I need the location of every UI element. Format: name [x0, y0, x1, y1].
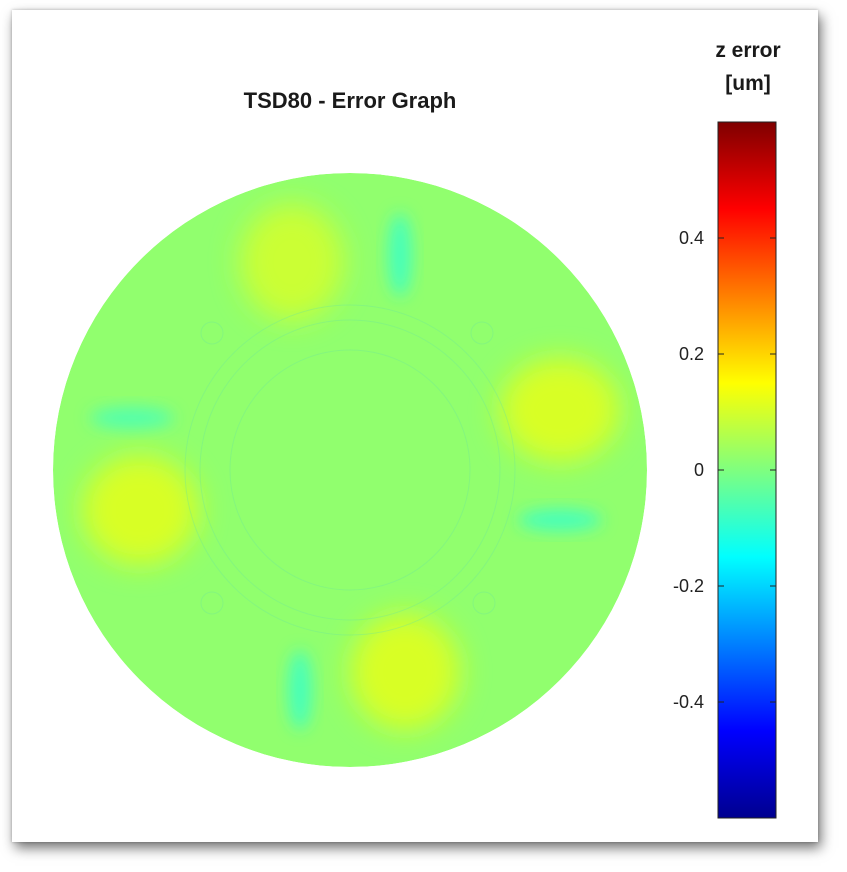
- colorbar-tick-label: 0.4: [679, 228, 704, 248]
- colorbar-tick-label: -0.2: [673, 576, 704, 596]
- artifact-rings: [184, 304, 516, 636]
- colorbar-tick-label: 0: [694, 460, 704, 480]
- heatmap-disc: [53, 173, 647, 767]
- colorbar-ticks: 0.4 0.2 0 -0.2 -0.4: [673, 228, 776, 712]
- heatmap-negative-streak: [90, 407, 174, 429]
- heatmap-positive-lobe: [82, 455, 198, 565]
- colorbar-tick-label: -0.4: [673, 692, 704, 712]
- colorbar-label-line2: [um]: [725, 72, 771, 95]
- heatmap-negative-streak: [288, 650, 312, 730]
- heatmap-positive-lobe: [240, 204, 344, 320]
- colorbar-tick-label: 0.2: [679, 344, 704, 364]
- chart-title: TSD80 - Error Graph: [244, 88, 457, 113]
- heatmap-positive-lobe: [350, 614, 460, 730]
- disc-background: [53, 173, 647, 767]
- heatmap-negative-streak: [388, 213, 412, 297]
- colorbar: [717, 121, 777, 819]
- heatmap-positive-lobe: [500, 358, 620, 462]
- heatmap-negative-streak: [518, 509, 602, 531]
- heatmap-features: [82, 204, 620, 730]
- colorbar-label-line1: z error: [715, 39, 780, 62]
